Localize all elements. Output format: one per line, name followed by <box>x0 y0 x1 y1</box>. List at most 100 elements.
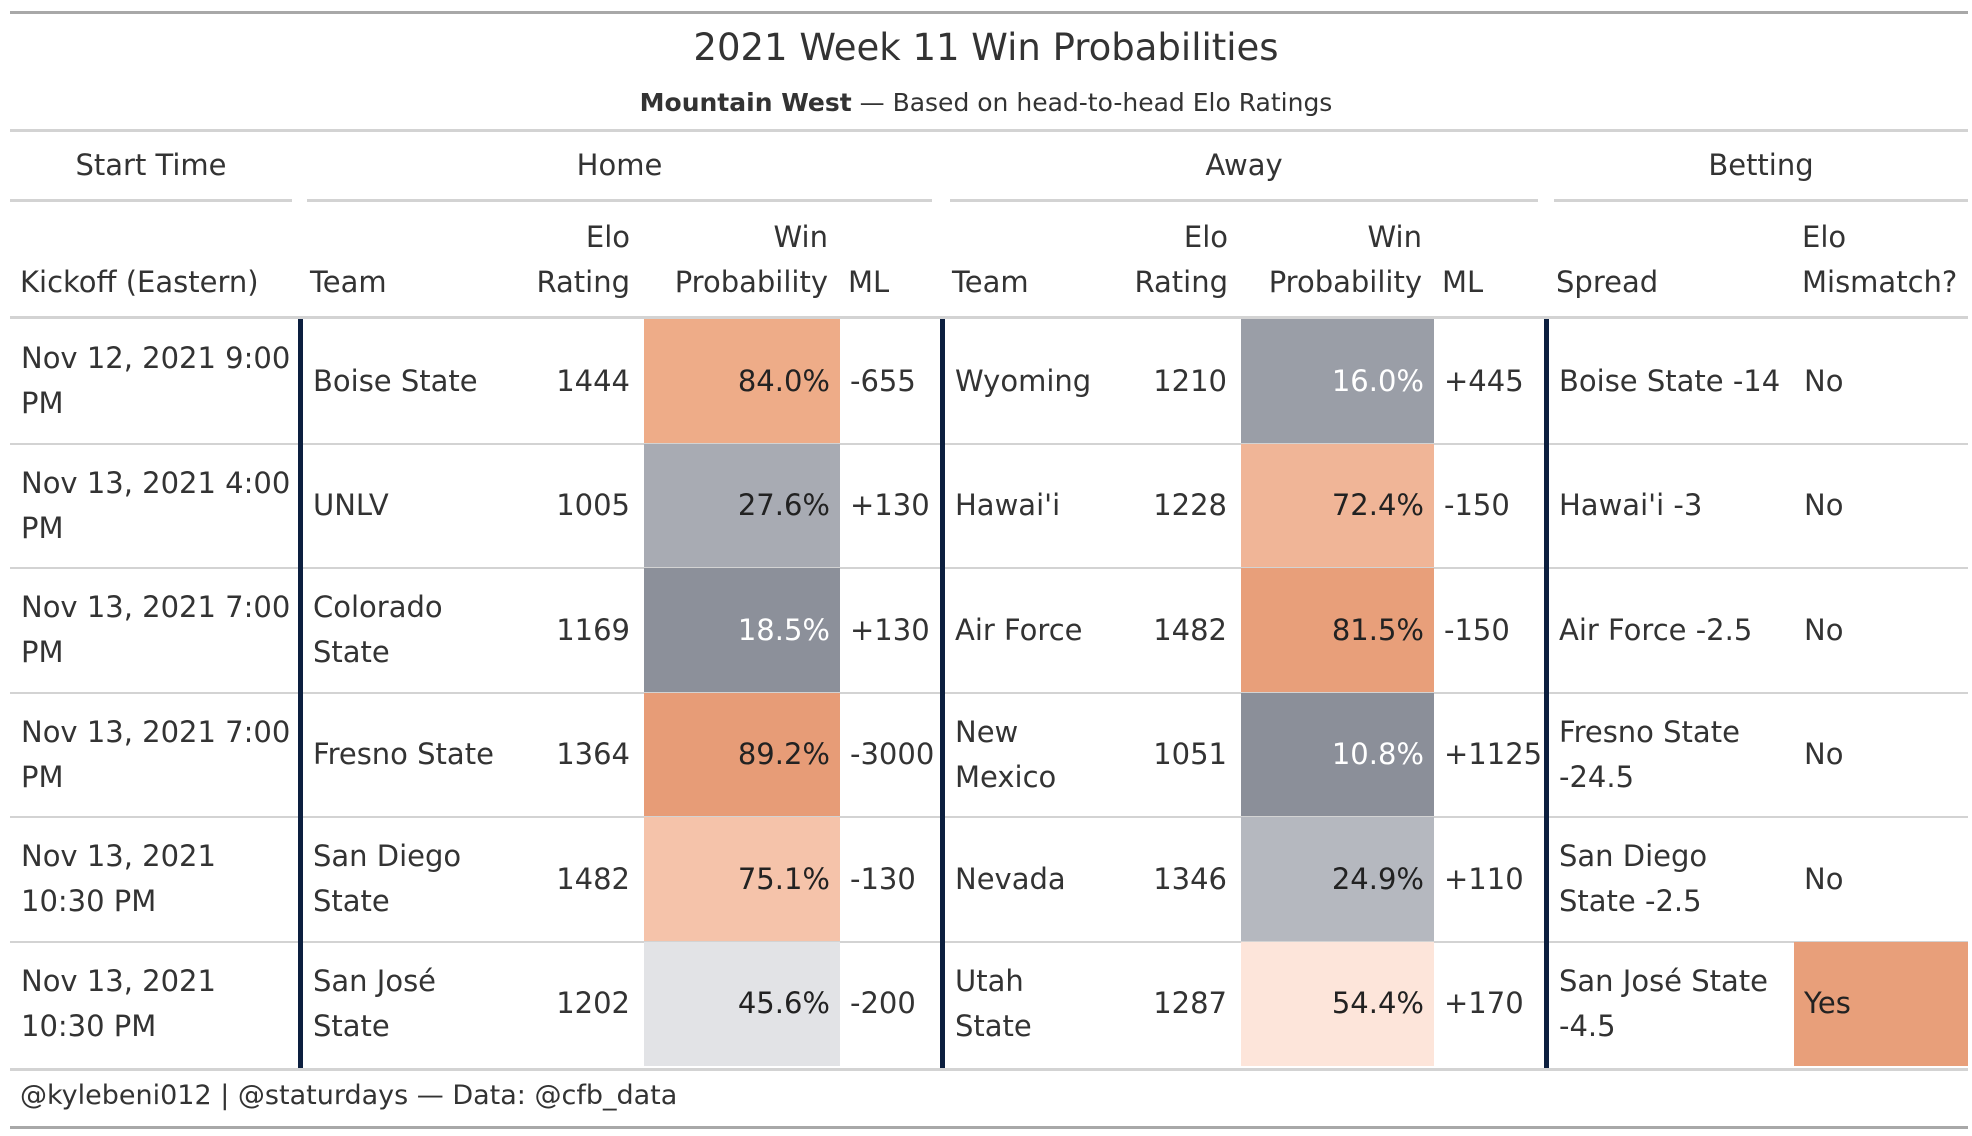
cell-away-wp: 81.5% <box>1241 568 1434 693</box>
title-divider <box>10 129 1968 132</box>
cell-home-wp: 84.0% <box>644 319 840 444</box>
cell-line: Nov 12, 2021 9:00 <box>21 341 291 376</box>
cell-mismatch: No <box>1794 319 1968 444</box>
cell-text: Air Force <box>955 608 1083 653</box>
cell-text: +1125 <box>1444 737 1543 772</box>
cell-line: 10:30 PM <box>21 884 157 919</box>
cell-line: New <box>955 714 1019 749</box>
cell-mismatch: No <box>1794 817 1968 942</box>
cell-text: Fresno State <box>313 732 494 777</box>
cell-text: Colorado State <box>313 585 443 675</box>
cell-text: 1051 <box>1153 737 1227 772</box>
row-divider <box>10 816 1968 818</box>
cell-text: 1287 <box>1153 986 1227 1021</box>
cell-text: San José State <box>313 959 436 1049</box>
cell-away-ml: -150 <box>1434 444 1544 569</box>
cell-away-ml: +170 <box>1434 942 1544 1067</box>
col-header-mismatch-line1: Elo <box>1802 220 1847 254</box>
cell-text: Nov 13, 2021 10:30 PM <box>21 959 216 1049</box>
cell-kickoff: Nov 13, 2021 10:30 PM <box>10 817 295 942</box>
cell-text: Hawai'i <box>955 483 1060 528</box>
cell-mismatch: Yes <box>1794 941 1968 1066</box>
table-title: 2021 Week 11 Win Probabilities <box>693 26 1279 69</box>
cell-line: Nov 13, 2021 7:00 <box>21 590 291 625</box>
cell-line: State <box>313 884 390 919</box>
cell-home-ml: -200 <box>840 942 940 1067</box>
cell-text: 1482 <box>1153 612 1227 647</box>
cell-home-elo: 1444 <box>520 319 634 444</box>
cell-home-wp: 89.2% <box>644 692 840 817</box>
cell-away-elo: 1051 <box>1115 693 1231 818</box>
col-header-home-wp-line2: Probability <box>674 265 828 299</box>
cell-text: 1005 <box>556 488 630 523</box>
cell-home-ml: +130 <box>840 568 940 693</box>
col-header-away-wp-line1: Win <box>1367 220 1422 254</box>
cell-text: Wyoming <box>955 359 1091 404</box>
cell-line: San Diego <box>1559 839 1708 874</box>
col-header-away-wp-line2: Probability <box>1268 265 1422 299</box>
cell-text: Yes <box>1804 986 1851 1021</box>
col-header-home-elo-line1: Elo <box>585 220 630 254</box>
cell-away-elo: 1346 <box>1115 817 1231 942</box>
spanner-home: Home <box>576 148 663 182</box>
cell-line: PM <box>21 759 64 794</box>
cell-text: 1482 <box>556 861 630 896</box>
cell-away-wp: 72.4% <box>1241 443 1434 568</box>
cell-text: No <box>1804 612 1844 647</box>
cell-text: 75.1% <box>737 861 830 896</box>
separator-home-away <box>940 319 945 1070</box>
cell-line: UNLV <box>313 488 389 523</box>
col-header-away-ml: ML <box>1442 265 1484 299</box>
cell-text: No <box>1804 861 1844 896</box>
cell-away-team: Utah State <box>945 942 1115 1067</box>
cell-home-ml: +130 <box>840 444 940 569</box>
cell-text: San Diego State -2.5 <box>1559 834 1707 924</box>
cell-text: +110 <box>1444 861 1524 896</box>
cell-away-wp: 16.0% <box>1241 319 1434 444</box>
cell-text: Nov 12, 2021 9:00 PM <box>21 336 290 426</box>
cell-line: Nov 13, 2021 <box>21 963 216 998</box>
cell-home-elo: 1202 <box>520 942 634 1067</box>
cell-text: Air Force -2.5 <box>1559 608 1752 653</box>
col-header-home-elo-line2: Rating <box>536 265 631 299</box>
cell-text: -130 <box>850 861 916 896</box>
cell-line: Wyoming <box>955 363 1092 398</box>
cell-text: Nov 13, 2021 7:00 PM <box>21 710 290 800</box>
cell-spread: San José State -4.5 <box>1549 942 1794 1067</box>
cell-text: 18.5% <box>737 612 830 647</box>
cell-line: PM <box>21 635 64 670</box>
cell-line: Hawai'i <box>955 488 1061 523</box>
cell-kickoff: Nov 13, 2021 7:00 PM <box>10 568 295 693</box>
cell-line: State -2.5 <box>1559 884 1702 919</box>
cell-line: Colorado <box>313 590 443 625</box>
cell-line: Hawai'i -3 <box>1559 488 1703 523</box>
row-divider <box>10 567 1968 569</box>
cell-away-elo: 1210 <box>1115 319 1231 444</box>
col-header-away-elo: Elo Rating <box>1118 215 1229 305</box>
cell-text: 54.4% <box>1331 986 1424 1021</box>
col-header-kickoff: Kickoff (Eastern) <box>20 265 259 299</box>
cell-home-elo: 1169 <box>520 568 634 693</box>
cell-home-team: UNLV <box>303 444 520 569</box>
cell-away-elo: 1228 <box>1115 444 1231 569</box>
cell-text: 10.8% <box>1331 737 1424 772</box>
cell-away-team: Air Force <box>945 568 1115 693</box>
cell-line: Air Force -2.5 <box>1559 612 1753 647</box>
cell-line: Air Force <box>955 612 1083 647</box>
cell-text: No <box>1804 737 1844 772</box>
spanner-betting-rule <box>1554 199 1968 202</box>
col-header-home-ml: ML <box>848 265 890 299</box>
cell-line: Nevada <box>955 861 1066 896</box>
cell-home-team: Colorado State <box>303 568 520 693</box>
cell-text: +130 <box>850 612 930 647</box>
cell-text: Boise State <box>313 359 478 404</box>
cell-home-wp: 45.6% <box>644 941 840 1066</box>
cell-line: Utah <box>955 963 1024 998</box>
cell-away-wp: 54.4% <box>1241 941 1434 1066</box>
cell-text: 1169 <box>556 612 630 647</box>
cell-line: PM <box>21 386 64 421</box>
spanner-betting: Betting <box>1708 148 1814 182</box>
cell-text: 24.9% <box>1331 861 1424 896</box>
cell-text: -3000 <box>850 737 935 772</box>
